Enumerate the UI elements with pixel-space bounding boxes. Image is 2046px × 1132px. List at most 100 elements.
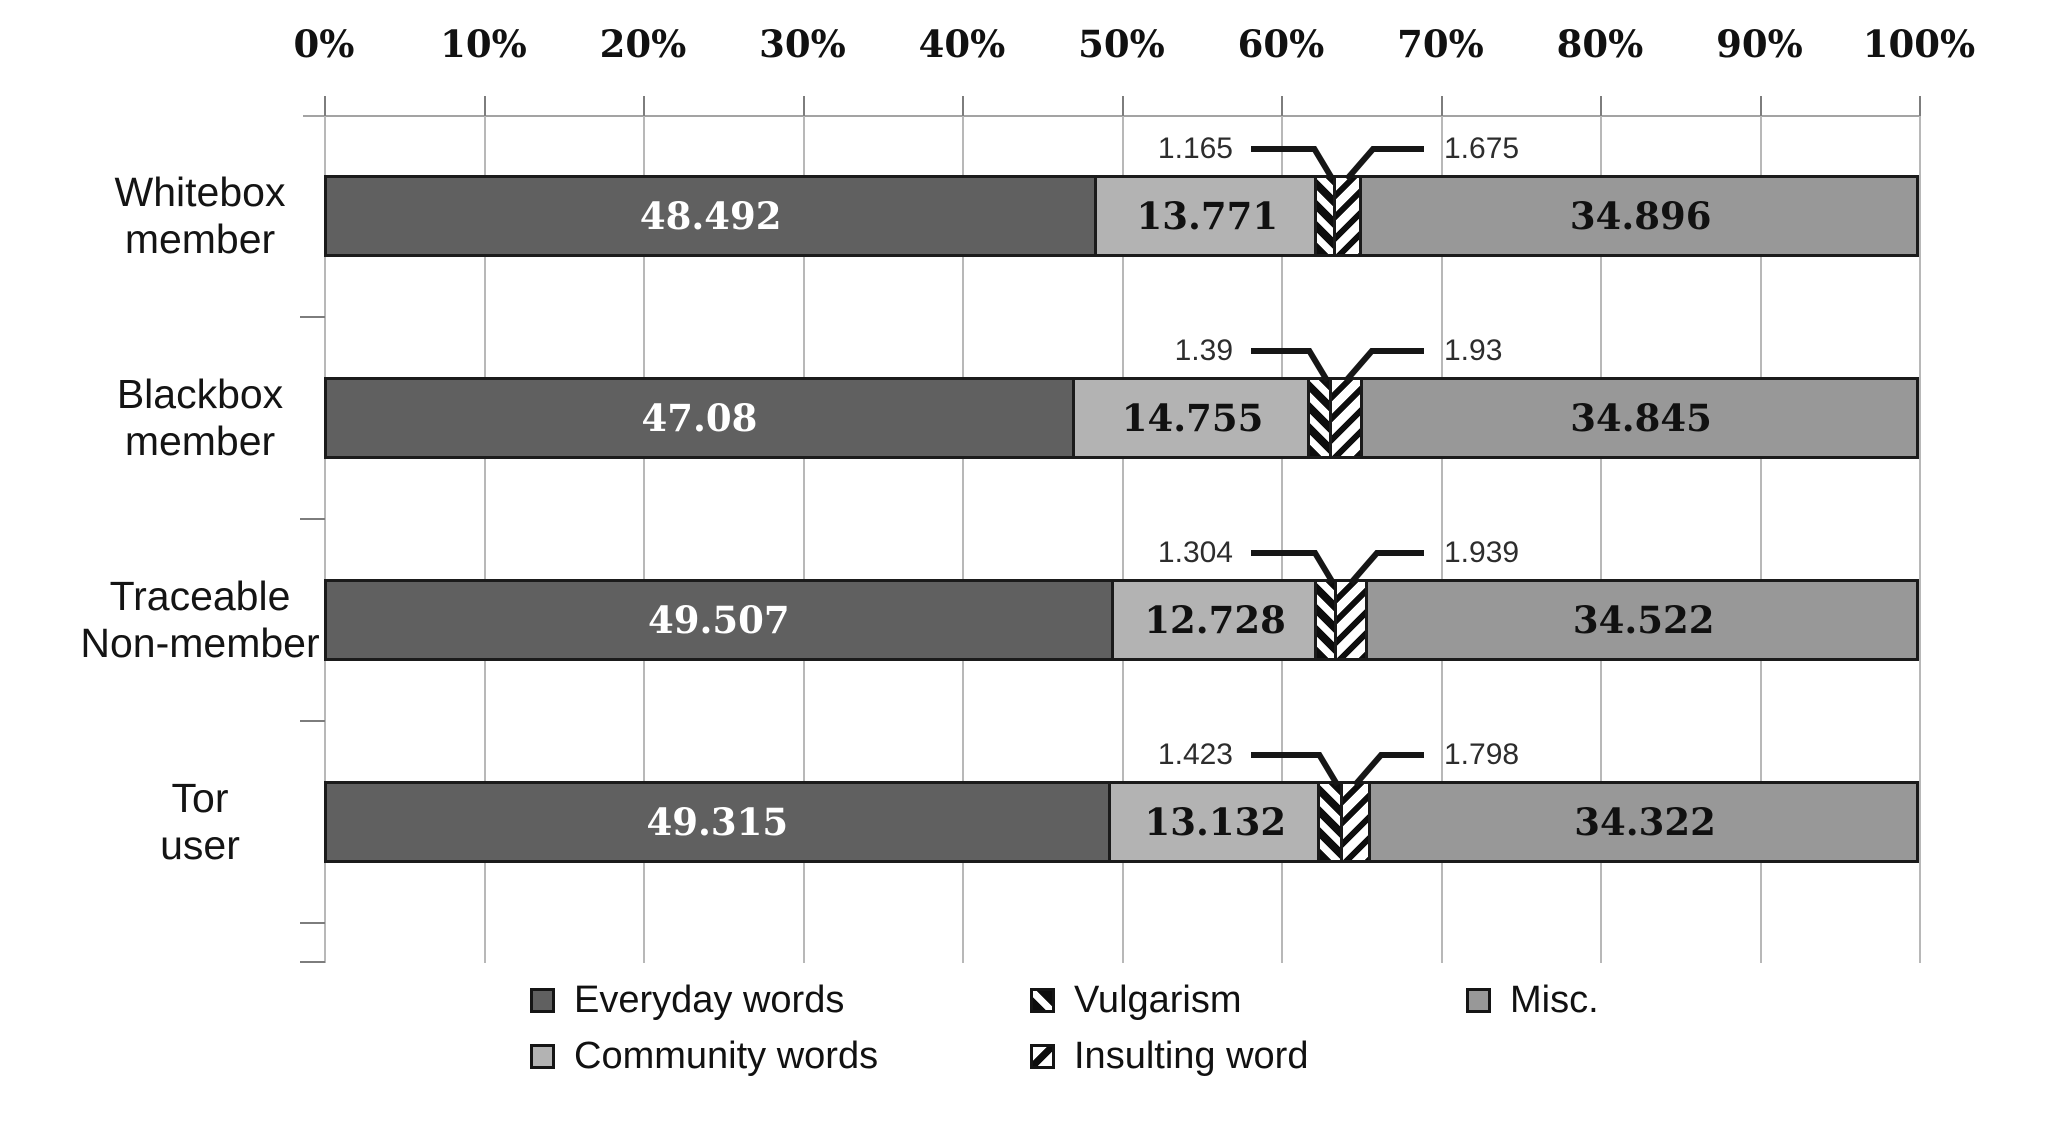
bar-segment-community-words [1071, 377, 1311, 459]
bar-segment-insulting-word [1339, 781, 1372, 863]
category-label-blackbox-member: Blackbox member [20, 371, 380, 465]
y-axis-tick-mark [300, 316, 325, 318]
callout-value-right: 1.939 [1444, 536, 1520, 569]
x-axis-tick-mark [962, 96, 964, 116]
x-axis-tick-label: 70% [1397, 22, 1484, 66]
gridline [1281, 115, 1283, 963]
y-axis-tick-mark [300, 922, 325, 924]
x-axis-tick-mark [1121, 96, 1124, 116]
legend-swatch-icon [1030, 987, 1055, 1013]
legend-item-misc-: Misc. [1466, 978, 1599, 1022]
x-axis-tick-mark [1600, 96, 1602, 116]
x-axis-tick-mark [643, 96, 645, 116]
bar-segment-insulting-word [1329, 377, 1364, 459]
legend-swatch-icon [1030, 1043, 1055, 1069]
bar-segment-misc- [1365, 579, 1919, 661]
x-axis-tick-label: 20% [599, 22, 687, 66]
callout-value-right: 1.675 [1444, 132, 1520, 165]
bar-segment-insulting-word [1332, 175, 1363, 257]
legend-item-everyday-words: Everyday words [530, 978, 844, 1022]
x-axis-tick-label: 50% [1078, 22, 1165, 66]
bar-value-label: 14.755 [1121, 396, 1264, 440]
category-label-line: member [124, 216, 276, 262]
bar-value-label: 13.132 [1144, 800, 1287, 844]
bar-value-label: 49.507 [648, 598, 790, 642]
bar-segment-insulting-word [1334, 579, 1369, 661]
callout-value-right: 1.93 [1444, 334, 1503, 367]
bar-value-label: 47.08 [641, 396, 758, 440]
legend-item-label: Misc. [1510, 978, 1599, 1021]
gridline [483, 115, 486, 963]
bar-value-label: 34.522 [1572, 598, 1715, 642]
legend-item-community-words: Community words [530, 1034, 878, 1078]
bar-segment-community-words [1110, 579, 1317, 661]
x-axis-tick-mark [1919, 96, 1921, 116]
bar-segment-everyday-words [324, 175, 1098, 257]
y-axis-tick-mark [300, 720, 325, 722]
callout-value-left: 1.304 [1157, 536, 1233, 569]
bar-segment-everyday-words [324, 781, 1111, 863]
legend-swatch-icon [530, 1043, 555, 1069]
bar-segment-community-words [1094, 175, 1318, 257]
category-label-traceable-non-member: Traceable Non-member [20, 573, 380, 667]
callout-value-right: 1.798 [1444, 738, 1520, 771]
gridline [802, 115, 805, 963]
bar-value-label: 12.728 [1144, 598, 1286, 642]
bar-segment-everyday-words [324, 579, 1114, 661]
gridline [1600, 115, 1602, 963]
category-label-line: Non-member [80, 620, 320, 666]
category-label-line: member [124, 418, 276, 464]
category-label-line: Tor [171, 775, 229, 821]
gridline [1440, 115, 1443, 963]
bar-segment-misc- [1368, 781, 1919, 863]
gridline [1919, 115, 1921, 963]
bar-segment-everyday-words [324, 377, 1075, 459]
gridline [1121, 115, 1124, 963]
bar-value-label: 13.771 [1136, 194, 1279, 238]
category-label-tor-user: Tor user [20, 775, 380, 869]
bar-segment-misc- [1359, 175, 1919, 257]
legend-item-label: Vulgarism [1074, 978, 1242, 1021]
legend-swatch-icon [530, 987, 555, 1013]
x-axis-tick-mark [324, 96, 326, 116]
callout-value-left: 1.423 [1157, 738, 1233, 771]
gridline [962, 115, 964, 963]
legend-item-vulgarism: Vulgarism [1030, 978, 1242, 1022]
x-axis-tick-label: 40% [918, 22, 1006, 66]
legend-swatch-icon [1466, 987, 1491, 1013]
legend-item-label: Insulting word [1074, 1034, 1309, 1077]
x-axis-tick-label: 100% [1862, 22, 1976, 66]
x-axis-tick-mark [1281, 96, 1283, 116]
x-axis-line [303, 115, 1921, 117]
legend-item-insulting-word: Insulting word [1030, 1034, 1308, 1078]
category-label-line: user [160, 822, 240, 868]
category-label-line: Blackbox [116, 371, 284, 417]
x-axis-tick-label: 10% [440, 22, 527, 66]
gridline [1759, 115, 1762, 963]
bar-value-label: 34.845 [1570, 396, 1712, 440]
gridline [324, 115, 326, 963]
y-axis-tick-mark [300, 518, 325, 520]
x-axis-tick-mark [1440, 96, 1443, 116]
bar-value-label: 34.322 [1574, 800, 1716, 844]
x-axis-tick-label: 0% [293, 22, 355, 66]
bar-value-label: 49.315 [646, 800, 789, 844]
bar-segment-misc- [1360, 377, 1919, 459]
x-axis-tick-label: 30% [759, 22, 846, 66]
x-axis-tick-mark [1759, 96, 1762, 116]
category-label-whitebox-member: Whitebox member [20, 169, 380, 263]
bar-value-label: 34.896 [1569, 194, 1712, 238]
x-axis-tick-label: 80% [1556, 22, 1644, 66]
category-label-line: Traceable [109, 573, 291, 619]
gridline [643, 115, 645, 963]
x-axis-tick-mark [483, 96, 486, 116]
legend-item-label: Everyday words [574, 978, 845, 1021]
x-axis-tick-label: 90% [1716, 22, 1803, 66]
category-label-line: Whitebox [114, 169, 286, 215]
x-axis-tick-label: 60% [1237, 22, 1325, 66]
callout-value-left: 1.165 [1157, 132, 1233, 165]
callout-value-left: 1.39 [1174, 334, 1233, 367]
x-axis-tick-mark [802, 96, 805, 116]
bar-value-label: 48.492 [639, 194, 782, 238]
